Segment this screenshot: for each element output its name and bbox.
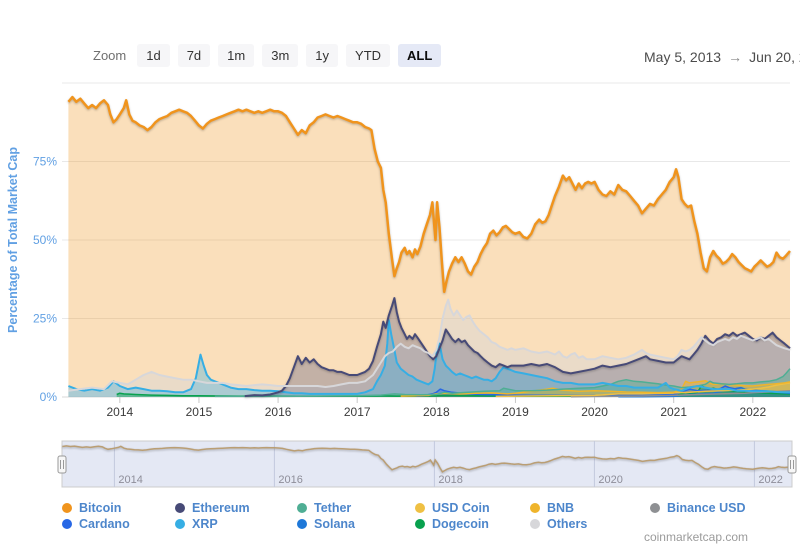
x-axis-tick-2015: 2015 (186, 405, 213, 419)
series-area-others (68, 299, 790, 397)
zoom-button-7d[interactable]: 7d (177, 44, 211, 67)
legend-item-binance-usd[interactable]: Binance USD (650, 500, 746, 515)
date-range-from[interactable]: May 5, 2013 (644, 49, 722, 65)
legend-label: Solana (314, 516, 355, 531)
navigator-handle-left[interactable] (57, 455, 67, 474)
legend-label: Cardano (79, 516, 130, 531)
legend-label: Binance USD (667, 500, 746, 515)
legend-label: BNB (547, 500, 575, 515)
navigator-tick-2020: 2020 (598, 474, 622, 486)
legend-item-bnb[interactable]: BNB (530, 500, 575, 515)
series-line-bitcoin (67, 95, 791, 294)
binance-usd-dot-icon (650, 502, 660, 513)
legend-label: Bitcoin (79, 500, 122, 515)
zoom-toolbar: Zoom 1d 7d 1m 3m 1y YTD ALL (93, 44, 442, 67)
series-line-bnb (400, 379, 791, 397)
legend-label: Dogecoin (432, 516, 489, 531)
series-area-bitcoin (68, 97, 790, 397)
bitcoin-dot-icon (62, 502, 72, 513)
navigator-tick-2016: 2016 (278, 474, 302, 486)
legend-label: USD Coin (432, 500, 490, 515)
solana-dot-icon (297, 518, 307, 529)
legend-label: Others (547, 516, 588, 531)
zoom-buttons-group: 1d 7d 1m 3m 1y YTD ALL (137, 44, 442, 67)
date-range-to[interactable]: Jun 20, 2022 (749, 49, 800, 65)
x-axis-tick-2018: 2018 (423, 405, 450, 419)
xrp-dot-icon (175, 518, 185, 529)
legend-item-dogecoin[interactable]: Dogecoin (415, 516, 489, 531)
legend-item-usd-coin[interactable]: USD Coin (415, 500, 490, 515)
zoom-button-1y[interactable]: 1y (306, 44, 339, 67)
series-line-ethereum (244, 297, 791, 398)
legend-item-others[interactable]: Others (530, 516, 588, 531)
series-line-usd-coin (495, 382, 791, 398)
navigator-series-line (62, 445, 793, 473)
x-axis-tick-2021: 2021 (660, 405, 687, 419)
legend-item-ethereum[interactable]: Ethereum (175, 500, 250, 515)
series-legend: Bitcoin Ethereum Tether USD Coin BNB Binance … (62, 501, 792, 539)
date-range: May 5, 2013 → Jun 20, 2022 (644, 49, 800, 65)
series-line-tether (214, 368, 791, 398)
watermark: coinmarketcap.com (643, 530, 748, 544)
y-axis-tick-75%: 75% (33, 155, 57, 169)
bnb-dot-icon (530, 502, 540, 513)
legend-item-xrp[interactable]: XRP (175, 516, 218, 531)
legend-item-tether[interactable]: Tether (297, 500, 352, 515)
legend-item-bitcoin[interactable]: Bitcoin (62, 500, 122, 515)
zoom-button-1d[interactable]: 1d (137, 44, 170, 67)
series-line-xrp (68, 319, 790, 395)
x-axis-tick-2022: 2022 (739, 405, 766, 419)
dogecoin-dot-icon (415, 518, 425, 529)
series-area-tether (214, 368, 791, 397)
legend-label: Tether (314, 500, 352, 515)
y-axis-tick-0%: 0% (40, 390, 58, 404)
x-axis-tick-2017: 2017 (344, 405, 371, 419)
navigator-tick-2022: 2022 (758, 474, 782, 486)
navigator-tick-2018: 2018 (438, 474, 462, 486)
y-axis-tick-50%: 50% (33, 233, 57, 247)
cardano-dot-icon (62, 518, 72, 529)
legend-label: Ethereum (192, 500, 250, 515)
navigator-handle-right[interactable] (787, 455, 797, 474)
tether-dot-icon (297, 502, 307, 513)
usd-coin-dot-icon (415, 502, 425, 513)
zoom-button-1m[interactable]: 1m (218, 44, 255, 67)
zoom-button-all[interactable]: ALL (398, 44, 442, 67)
navigator-tick-2014: 2014 (118, 474, 142, 486)
others-dot-icon (530, 518, 540, 529)
y-axis-tick-25%: 25% (33, 312, 57, 326)
zoom-button-ytd[interactable]: YTD (346, 44, 391, 67)
series-line-others (68, 298, 791, 392)
ethereum-dot-icon (175, 502, 185, 513)
date-range-arrow-icon: → (728, 49, 743, 65)
legend-item-solana[interactable]: Solana (297, 516, 355, 531)
x-axis-tick-2020: 2020 (581, 405, 608, 419)
y-axis-title: Percentage of Total Market Cap (6, 147, 20, 333)
series-area-binance-usd (570, 390, 790, 397)
x-axis-tick-2019: 2019 (502, 405, 529, 419)
legend-label: XRP (192, 516, 218, 531)
x-axis-tick-2016: 2016 (265, 405, 292, 419)
legend-item-cardano[interactable]: Cardano (62, 516, 130, 531)
zoom-button-3m[interactable]: 3m (262, 44, 299, 67)
x-axis-tick-2014: 2014 (106, 405, 133, 419)
zoom-toolbar-label: Zoom (93, 48, 127, 63)
